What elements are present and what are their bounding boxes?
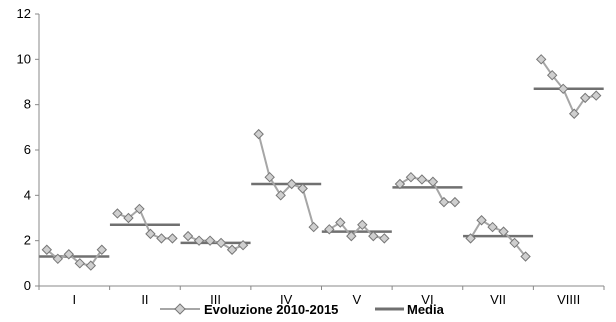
- x-tick-label: VI: [421, 292, 433, 307]
- evoluzione-point: [346, 230, 357, 242]
- evoluzione-point: [357, 219, 368, 231]
- evoluzione-point: [546, 69, 558, 81]
- evoluzione-point: [74, 258, 86, 269]
- evoluzione-point: [535, 54, 547, 65]
- evoluzione-point: [438, 196, 450, 208]
- evoluzione-point: [498, 226, 509, 237]
- evoluzione-point: [568, 108, 580, 119]
- evoluzione-point: [264, 171, 275, 183]
- evoluzione-point: [226, 244, 238, 255]
- evoluzione-point: [379, 233, 390, 244]
- evoluzione-point: [509, 237, 520, 249]
- x-tick-label: VIIII: [557, 292, 580, 307]
- evoluzione-point: [405, 171, 417, 183]
- y-tick-label: 12: [17, 6, 31, 21]
- x-tick-label: IV: [280, 292, 293, 307]
- evoluzione-point: [579, 92, 591, 104]
- legend-series2-label: Media: [407, 302, 445, 317]
- evoluzione-point: [476, 215, 487, 226]
- evoluzione-point: [167, 233, 178, 244]
- evoluzione-point: [465, 233, 476, 244]
- x-tick-label: II: [141, 292, 148, 307]
- evoluzione-point: [335, 217, 346, 228]
- evoluzione-point: [112, 208, 123, 219]
- evoluzione-point: [520, 251, 531, 262]
- evoluzione-point: [394, 178, 406, 190]
- evoluzione-point: [96, 244, 108, 255]
- evoluzione-point: [52, 253, 64, 265]
- y-tick-label: 0: [24, 278, 31, 293]
- legend-series1-label: Evoluzione 2010-2015: [204, 302, 338, 317]
- legend: Evoluzione 2010-2015 Media: [160, 302, 445, 317]
- evoluzione-point: [237, 239, 249, 251]
- evoluzione-point: [193, 235, 205, 246]
- evoluzione-line: [257, 133, 315, 228]
- evoluzione-point: [41, 244, 53, 255]
- evoluzione-line: [540, 58, 597, 116]
- plot-area: [39, 54, 604, 271]
- evoluzione-point: [557, 83, 569, 95]
- x-tick-label: I: [73, 292, 77, 307]
- evoluzione-point: [427, 176, 439, 187]
- evoluzione-point: [324, 224, 335, 235]
- evoluzione-point: [590, 90, 602, 101]
- evoluzione-point: [145, 228, 156, 240]
- evoluzione-point: [182, 230, 194, 242]
- evoluzione-point: [275, 190, 286, 201]
- legend-series1-marker: [174, 303, 186, 315]
- evoluzione-point: [85, 260, 97, 271]
- x-tick-label: VII: [490, 292, 506, 307]
- evoluzione-point: [156, 233, 167, 244]
- evoluzione-point: [204, 235, 216, 246]
- evoluzione-point: [308, 221, 319, 233]
- evoluzione-point: [215, 237, 227, 249]
- evoluzione-point: [297, 183, 308, 194]
- y-tick-label: 6: [24, 142, 31, 157]
- y-tick-label: 8: [24, 97, 31, 112]
- x-tick-label: III: [210, 292, 221, 307]
- evoluzione-point: [123, 212, 134, 224]
- evoluzione-point: [487, 221, 498, 233]
- evoluzione-point: [63, 249, 75, 260]
- x-tick-label: V: [352, 292, 361, 307]
- evoluzione-line: [399, 176, 455, 204]
- y-tick-label: 4: [24, 187, 31, 202]
- evoluzione-line: [469, 218, 527, 258]
- evoluzione-point: [134, 203, 145, 215]
- evoluzione-point: [253, 128, 264, 140]
- y-tick-label: 10: [17, 51, 31, 66]
- evoluzione-point: [416, 174, 428, 185]
- evoluzione-point: [368, 230, 379, 242]
- evoluzione-point: [286, 178, 297, 190]
- y-tick-label: 2: [24, 233, 31, 248]
- evoluzione-point: [449, 196, 461, 208]
